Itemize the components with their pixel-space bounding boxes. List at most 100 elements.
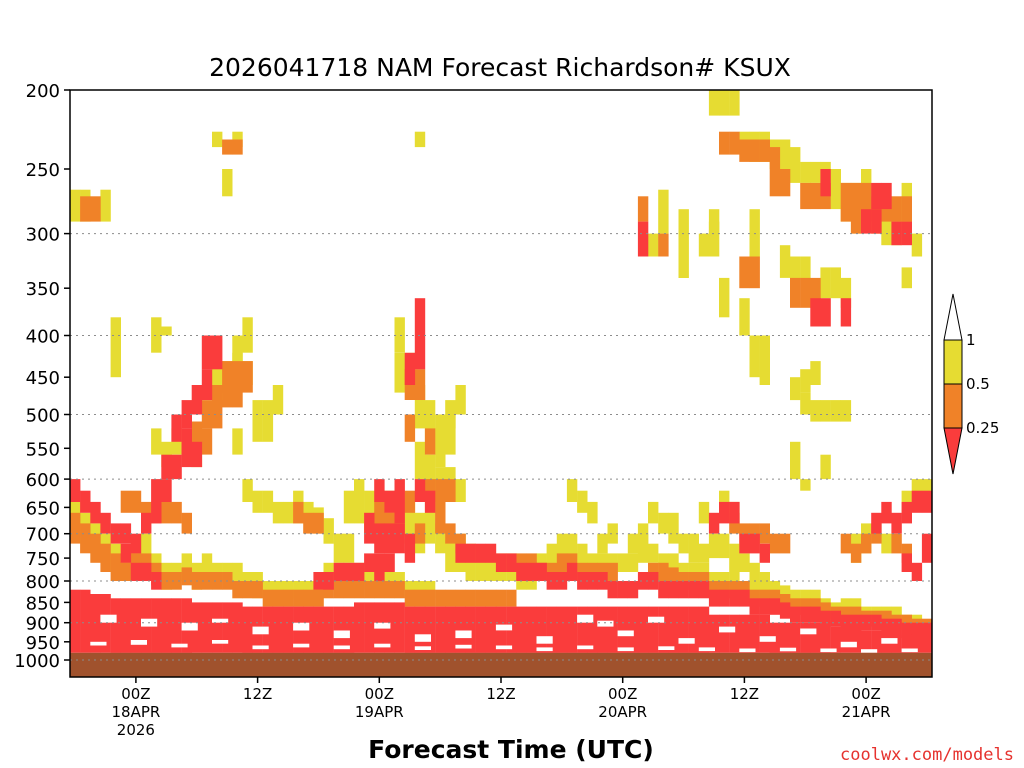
heatmap-cell xyxy=(354,602,365,653)
heatmap-cell xyxy=(262,490,274,513)
x-tick-label: 20APR xyxy=(598,703,647,721)
heatmap-cell xyxy=(242,572,253,590)
heatmap-cell xyxy=(343,562,355,581)
heatmap-cell xyxy=(719,589,730,607)
heatmap-cell xyxy=(719,614,730,653)
heatmap-cell xyxy=(404,606,416,653)
heatmap-cell xyxy=(577,490,588,513)
heatmap-cell xyxy=(354,581,365,599)
heatmap-cell xyxy=(526,562,537,581)
heatmap-cell xyxy=(445,479,456,502)
heatmap-cell xyxy=(708,90,720,116)
heatmap-cell xyxy=(708,572,720,590)
heatmap-cell xyxy=(141,512,152,534)
heatmap-gap xyxy=(698,647,715,652)
heatmap-cell xyxy=(810,361,821,385)
heatmap-cell xyxy=(617,553,628,572)
heatmap-cell xyxy=(283,606,294,653)
heatmap-cell xyxy=(181,441,192,468)
heatmap-cell xyxy=(343,606,355,653)
heatmap-cell xyxy=(810,606,821,623)
heatmap-cell xyxy=(840,182,852,222)
heatmap-cell xyxy=(394,523,405,554)
heatmap-cell xyxy=(840,626,852,653)
heatmap-cell xyxy=(749,335,760,378)
heatmap-cell xyxy=(688,606,699,653)
heatmap-cell xyxy=(242,479,253,502)
heatmap-cell xyxy=(181,567,192,586)
heatmap-cell xyxy=(719,490,730,513)
heatmap-cell xyxy=(739,614,750,653)
heatmap-cell xyxy=(566,553,578,572)
x-tick-label: 2026 xyxy=(117,721,155,739)
heatmap-cell xyxy=(871,630,882,653)
heatmap-cell xyxy=(779,533,791,554)
heatmap-cell xyxy=(729,589,740,607)
heatmap-cell xyxy=(769,169,781,197)
x-tick-label: 12Z xyxy=(486,685,515,703)
heatmap-cell xyxy=(597,572,608,590)
heatmap-cell xyxy=(759,589,770,607)
heatmap-gap xyxy=(181,622,198,631)
heatmap-cell xyxy=(911,634,923,653)
heatmap-cell xyxy=(70,479,81,502)
heatmap-cell xyxy=(840,533,852,554)
heatmap-cell xyxy=(283,589,294,607)
heatmap-cell xyxy=(475,606,486,653)
heatmap-cell xyxy=(820,602,831,619)
heatmap-cell xyxy=(759,139,770,162)
heatmap-cell xyxy=(181,428,192,455)
heatmap-cell xyxy=(161,598,172,653)
heatmap-cell xyxy=(151,479,162,502)
heatmap-cell xyxy=(708,533,720,559)
heatmap-cell xyxy=(850,626,862,653)
heatmap-cell xyxy=(201,602,213,653)
heatmap-cell xyxy=(262,589,274,607)
heatmap-cell xyxy=(465,606,476,653)
heatmap-cell xyxy=(861,182,872,222)
heatmap-cell xyxy=(688,581,699,599)
heatmap-cell xyxy=(171,572,182,590)
heatmap-cell xyxy=(100,512,111,534)
heatmap-cell xyxy=(850,543,862,563)
heatmap-cell xyxy=(161,454,172,480)
heatmap-cell xyxy=(313,589,324,607)
heatmap-cell xyxy=(607,553,618,572)
heatmap-cell xyxy=(881,610,892,627)
heatmap-cell xyxy=(891,606,902,623)
heatmap-cell xyxy=(465,589,476,607)
heatmap-cell xyxy=(313,512,324,534)
heatmap-cell xyxy=(435,414,446,468)
heatmap-cell xyxy=(658,581,669,599)
heatmap-cell xyxy=(637,533,649,563)
heatmap-cell xyxy=(394,479,405,502)
heatmap-cell xyxy=(343,490,355,524)
heatmap-cell xyxy=(668,606,679,653)
heatmap-cell xyxy=(120,543,132,563)
heatmap-cell xyxy=(637,572,649,590)
heatmap-cell xyxy=(881,618,892,635)
heatmap-cell xyxy=(424,501,436,544)
heatmap-cell xyxy=(637,196,649,222)
heatmap-cell xyxy=(881,182,892,210)
heatmap-gap xyxy=(252,645,269,650)
heatmap-cell xyxy=(364,553,375,572)
heatmap-cell xyxy=(820,169,831,197)
heatmap-cells xyxy=(70,90,933,653)
heatmap-cell xyxy=(485,589,497,607)
heatmap-cell xyxy=(830,626,841,653)
heatmap-gap xyxy=(252,626,269,635)
heatmap-cell xyxy=(901,622,912,639)
heatmap-cell xyxy=(790,377,801,401)
heatmap-cell xyxy=(820,622,831,653)
heatmap-cell xyxy=(729,614,740,653)
heatmap-cell xyxy=(790,622,801,653)
heatmap-cell xyxy=(181,553,192,581)
heatmap-gap xyxy=(617,647,634,652)
x-tick-label: 00Z xyxy=(121,685,150,703)
heatmap-cell xyxy=(800,479,811,491)
heatmap-cell xyxy=(384,581,395,599)
heatmap-cell xyxy=(769,598,781,615)
x-tick-label: 00Z xyxy=(851,685,880,703)
heatmap-cell xyxy=(242,317,253,353)
